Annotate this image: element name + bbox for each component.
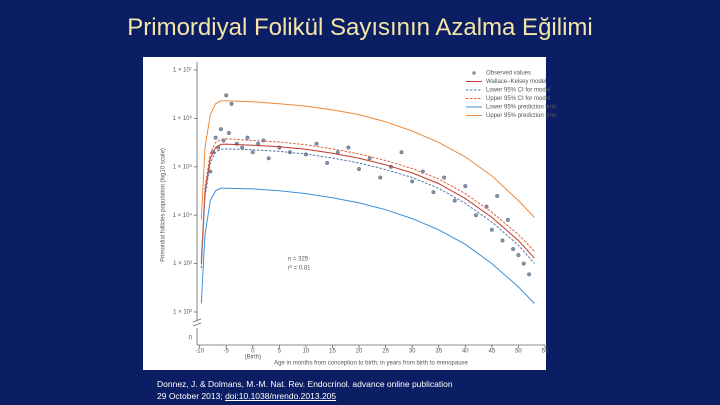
y-zero-label: 0 (189, 336, 193, 342)
birth-label: (Birth) (245, 355, 261, 361)
axis-break (192, 318, 202, 327)
data-point (245, 135, 250, 140)
legend-label: Upper 95% prediction limit (486, 113, 556, 119)
slide-title: Primordiyal Folikül Sayısının Azalma Eği… (127, 14, 593, 41)
data-point (250, 150, 255, 155)
x-tick-label: 50 (515, 349, 522, 355)
data-point (213, 135, 218, 140)
x-tick-label: 15 (329, 349, 336, 355)
x-tick-label: 35 (435, 349, 442, 355)
data-point (399, 150, 404, 155)
data-point (357, 167, 362, 172)
data-point (240, 145, 245, 150)
data-point (463, 184, 468, 189)
data-point (495, 193, 500, 198)
x-tick-label: 40 (462, 349, 469, 355)
data-point (442, 175, 447, 180)
data-point (314, 141, 319, 146)
citation-line: Donnez, J. & Dolmans, M.-M. Nat. Rev. En… (157, 379, 453, 389)
legend-label: Upper 95% CI for model (486, 96, 550, 102)
data-point (229, 101, 234, 106)
legend-label: Wallace–Kelsey model (486, 79, 546, 85)
annotation: r² = 0.81 (288, 266, 311, 272)
y-tick-label: 1 × 10⁷ (173, 67, 192, 74)
x-tick-label: 0 (251, 349, 255, 355)
x-tick-label: -10 (195, 349, 204, 355)
y-tick-label: 1 × 10⁵ (173, 163, 193, 170)
data-point (489, 227, 494, 232)
data-point (378, 175, 383, 180)
data-point (218, 127, 223, 132)
citation-date: 29 October 2013; (157, 391, 223, 401)
data-point (224, 93, 229, 98)
x-tick-label: -5 (224, 349, 230, 355)
x-tick-label: 5 (278, 349, 282, 355)
data-point (266, 156, 271, 161)
data-point (410, 179, 415, 184)
data-point (500, 238, 505, 243)
y-axis-label: Primordial follicles population (log10 s… (161, 148, 167, 262)
data-point (521, 261, 526, 266)
y-tick-label: 1 × 10³ (173, 261, 192, 267)
data-point (226, 130, 231, 135)
legend-label: Observed values (486, 71, 531, 77)
x-tick-label: 25 (382, 349, 389, 355)
data-point (511, 247, 516, 252)
model-line (200, 143, 535, 264)
data-point (527, 272, 532, 277)
y-tick-label: 1 × 10⁶ (173, 115, 193, 122)
data-point (261, 138, 266, 143)
legend-label: Lower 95% CI for model (486, 88, 550, 94)
x-tick-label: 10 (303, 349, 310, 355)
legend-label: Lower 95% prediction limit (486, 105, 556, 111)
data-point (325, 160, 330, 165)
data-point (505, 217, 510, 222)
x-tick-label: 45 (489, 349, 496, 355)
y-tick-label: 1 × 10⁴ (173, 212, 193, 219)
citation-line: 29 October 2013; doi:10.1038/nrendo.2013… (157, 390, 453, 402)
model-line (200, 100, 535, 220)
data-point (473, 213, 478, 218)
x-axis-label: Age in months from conception to birth; … (274, 361, 468, 367)
data-point (516, 253, 521, 258)
doi-link[interactable]: doi:10.1038/nrendo.2013.205 (225, 391, 337, 401)
y-tick-label: 1 × 10² (173, 310, 192, 316)
model-line (200, 138, 535, 259)
x-tick-label: 20 (356, 349, 363, 355)
data-point (335, 150, 340, 155)
data-point (346, 145, 351, 150)
citation: Donnez, J. & Dolmans, M.-M. Nat. Rev. En… (157, 378, 453, 402)
data-point (452, 198, 457, 203)
data-point (431, 190, 436, 195)
model-line (200, 187, 535, 304)
annotation: n = 325 (288, 257, 309, 263)
x-tick-label: 30 (409, 349, 416, 355)
x-tick-label: 55 (542, 349, 549, 355)
legend-marker (472, 71, 476, 75)
